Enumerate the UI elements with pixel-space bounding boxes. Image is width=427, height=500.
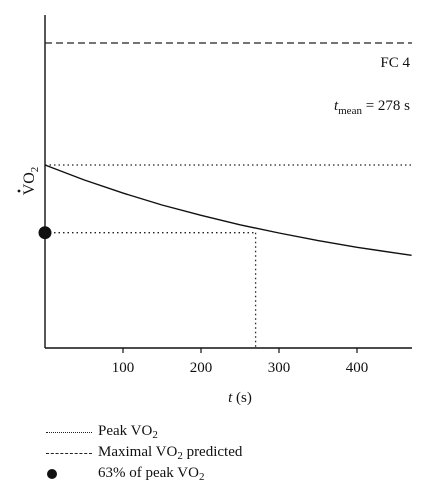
chart-axes — [44, 15, 412, 349]
y-axis-label-text: VO2 — [21, 167, 41, 196]
chart-guides — [45, 42, 412, 348]
legend-item-peak: Peak VO2 — [0, 423, 427, 443]
dotted-line-swatch — [46, 432, 92, 433]
vo2-decay-curve — [44, 164, 412, 256]
y-axis-label-dot — [17, 189, 21, 193]
x-tick-label: 400 — [346, 360, 369, 376]
sixty-three-percent-marker — [38, 226, 52, 240]
fc-label: FC 4 — [380, 55, 410, 71]
legend-label-63-percent: 63% of peak VO2 — [98, 465, 205, 483]
legend-item-63-percent: 63% of peak VO2 — [0, 465, 427, 485]
x-tick-label: 100 — [112, 360, 135, 376]
legend-label-peak: Peak VO2 — [98, 423, 158, 441]
dot-swatch — [47, 469, 57, 479]
y-axis-label: VO2 — [17, 167, 41, 196]
x-axis-label: t (s) — [228, 390, 252, 406]
chart-ticks: 100 200 300 400 — [112, 348, 369, 376]
tmean-label: tmean = 278 s — [334, 98, 410, 117]
chart-labels: t (s) VO2 FC 4 tmean = 278 s — [17, 55, 410, 406]
legend: Peak VO2 Maximal VO2 predicted 63% of pe… — [0, 415, 427, 500]
x-tick-label: 300 — [268, 360, 291, 376]
legend-item-maximal: Maximal VO2 predicted — [0, 444, 427, 464]
dashed-line-swatch — [46, 453, 92, 454]
legend-label-maximal: Maximal VO2 predicted — [98, 444, 243, 462]
x-tick-label: 200 — [190, 360, 213, 376]
chart-series — [38, 164, 412, 256]
chart-area: 100 200 300 400 t (s) VO2 FC 4 tmean = 278 s — [17, 15, 412, 406]
